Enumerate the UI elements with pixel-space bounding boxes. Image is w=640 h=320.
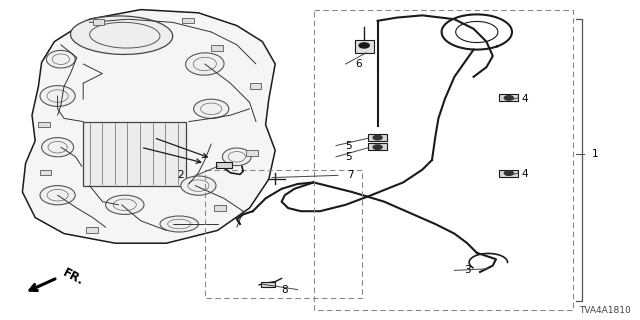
Circle shape [504,96,513,100]
Text: 5: 5 [346,152,352,162]
Bar [38,122,50,127]
Bar [246,150,258,156]
Text: 4: 4 [522,94,528,104]
Bar [182,18,194,23]
Ellipse shape [40,85,76,106]
Bar [355,40,374,53]
Circle shape [359,43,369,48]
Bar [499,94,518,101]
Bar [368,143,387,150]
Text: FR.: FR. [61,266,86,288]
Bar [83,122,186,186]
Ellipse shape [70,16,173,54]
Bar [86,227,98,233]
Text: 3: 3 [464,265,470,276]
Ellipse shape [223,148,252,166]
Bar [205,170,362,298]
Circle shape [373,135,382,140]
Bar [214,205,226,211]
Bar [368,134,387,141]
Text: 6: 6 [355,59,362,69]
Ellipse shape [40,186,76,205]
Bar [40,170,51,175]
Bar [216,162,232,168]
Text: TVA4A1810: TVA4A1810 [579,306,630,315]
Bar [261,282,275,287]
Bar [93,19,104,25]
Text: 5: 5 [346,140,352,151]
Circle shape [373,145,382,149]
Bar [211,45,223,51]
Ellipse shape [42,138,74,157]
Ellipse shape [160,216,198,232]
Text: 2: 2 [177,170,184,180]
Ellipse shape [46,50,76,68]
Ellipse shape [186,53,224,75]
Circle shape [504,171,513,175]
Bar [314,10,573,310]
Text: 1: 1 [592,148,598,159]
Ellipse shape [181,176,216,195]
Ellipse shape [194,99,229,118]
Bar [499,170,518,177]
Text: 8: 8 [282,284,288,295]
Text: 7: 7 [348,170,354,180]
Polygon shape [22,10,275,243]
Ellipse shape [106,195,144,214]
Bar [250,83,261,89]
Text: 4: 4 [522,169,528,180]
